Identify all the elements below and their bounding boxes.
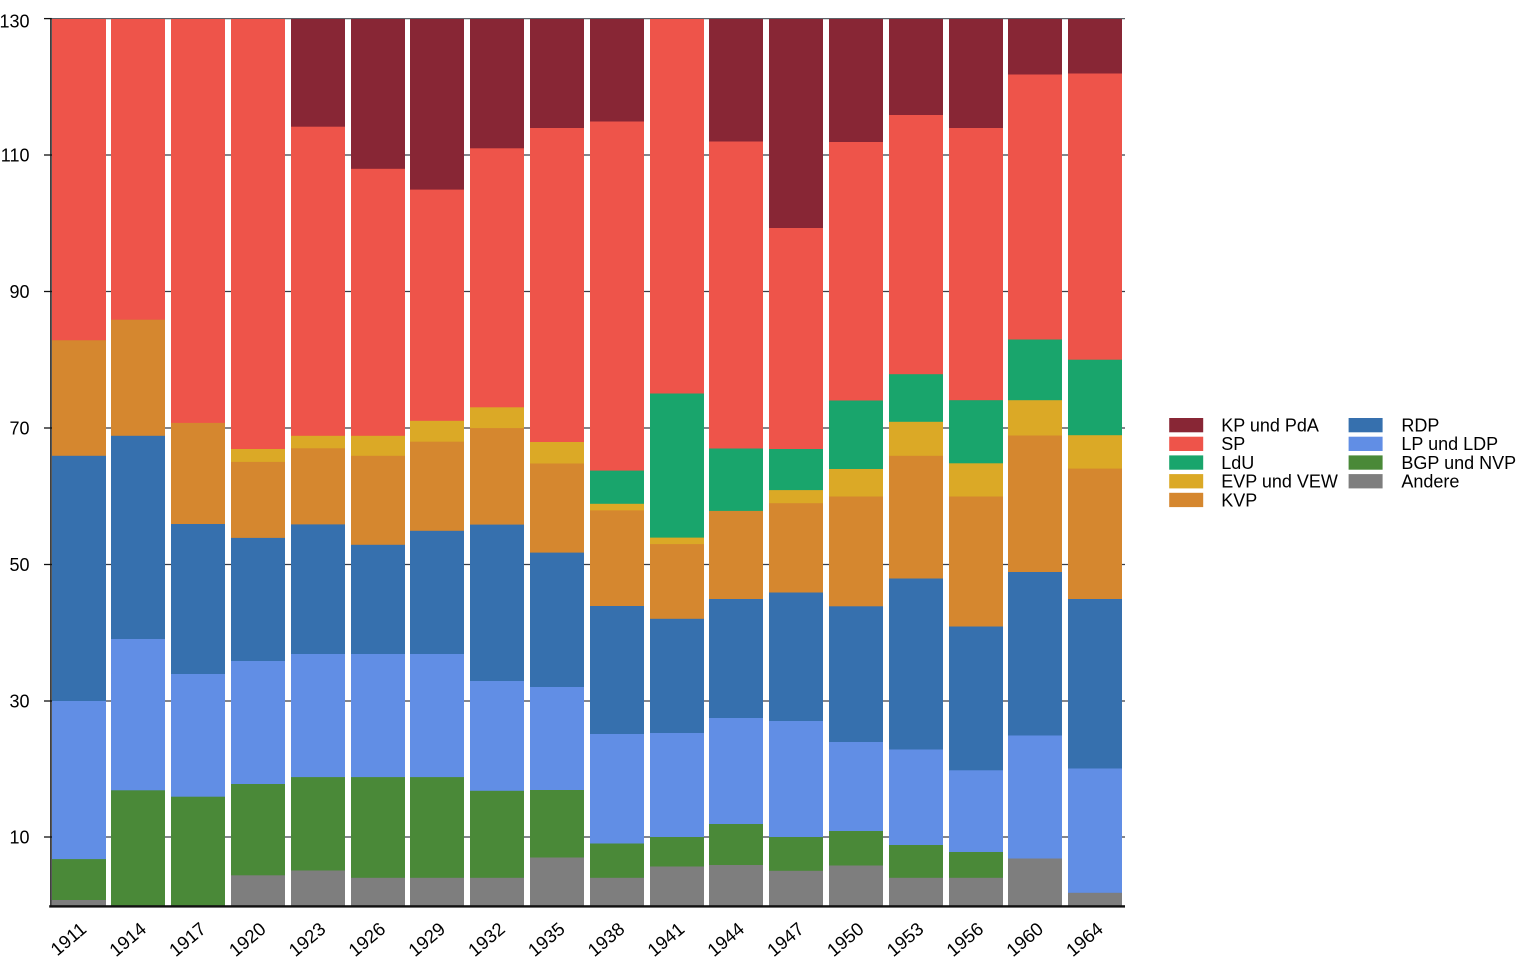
svg-text:130: 130 <box>0 12 30 32</box>
svg-text:110: 110 <box>1 145 30 165</box>
svg-text:RDP: RDP <box>1401 416 1439 436</box>
svg-text:LP und LDP: LP und LDP <box>1401 434 1498 454</box>
svg-text:70: 70 <box>9 418 29 438</box>
svg-text:10: 10 <box>9 827 29 847</box>
svg-text:BGP und NVP: BGP und NVP <box>1401 453 1516 473</box>
svg-text:EVP und VEW: EVP und VEW <box>1221 472 1338 492</box>
svg-text:90: 90 <box>9 282 29 302</box>
svg-text:50: 50 <box>9 555 29 575</box>
svg-text:Andere: Andere <box>1401 472 1459 492</box>
svg-text:KVP: KVP <box>1221 490 1257 510</box>
svg-text:30: 30 <box>9 691 29 711</box>
svg-text:SP: SP <box>1221 434 1245 454</box>
svg-text:KP und PdA: KP und PdA <box>1221 416 1319 436</box>
svg-text:LdU: LdU <box>1221 453 1254 473</box>
